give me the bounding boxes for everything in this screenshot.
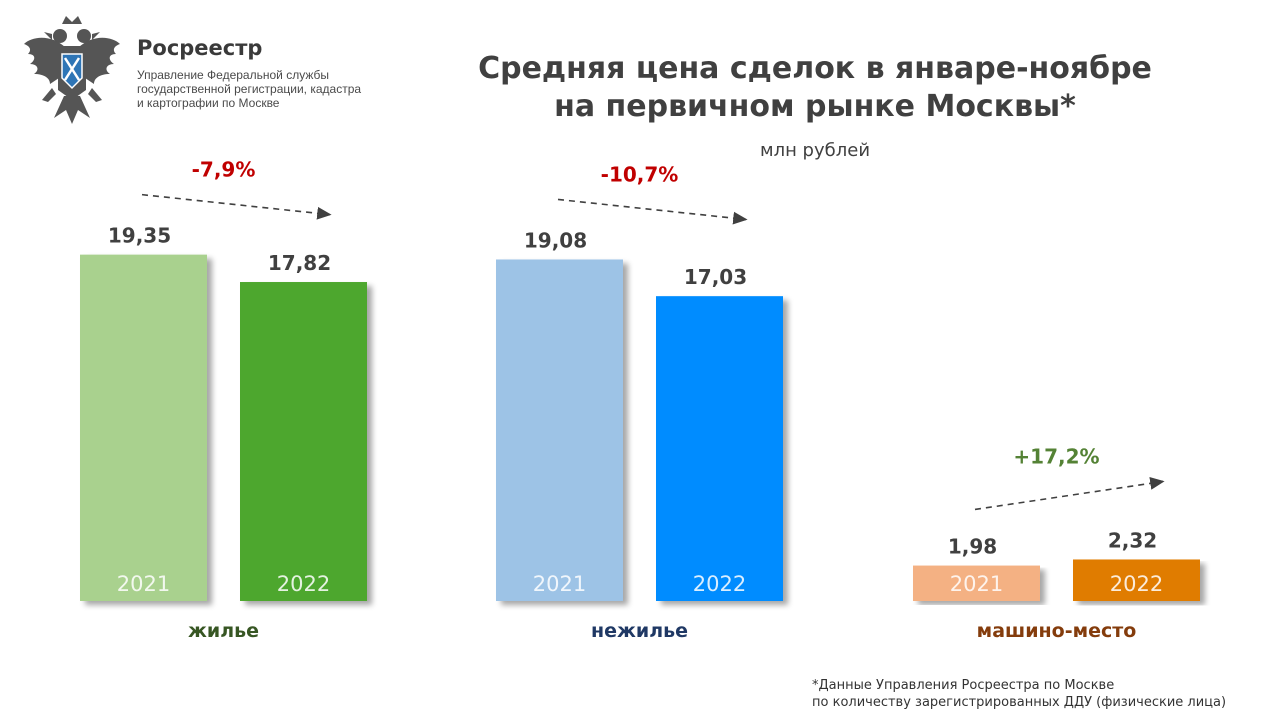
bar-value-label: 1,98 [948,535,997,559]
change-percent-label: +17,2% [1013,444,1099,468]
chart-title-line-2: на первичном рынке Москвы* [554,89,1076,124]
chart-title: Средняя цена сделок в январе-ноябре на п… [460,50,1170,126]
bar-value-label: 17,82 [268,251,331,275]
bar-жилье-2021 [80,254,207,601]
bar-value-label: 2,32 [1108,528,1157,552]
trend-arrow [557,198,748,225]
bar-year-label: 2021 [533,572,586,596]
bar-value-label: 19,08 [524,228,587,252]
change-percent-label: -7,9% [192,158,256,182]
chart-unit-label: млн рублей [759,140,871,161]
org-name: Росреестр [137,36,263,60]
bar-year-label: 2021 [950,572,1003,596]
footnote: *Данные Управления Росреестра по Москве … [812,677,1272,711]
org-subtitle: Управление Федеральной службы государств… [137,68,362,110]
footnote-line-1: *Данные Управления Росреестра по Москве [812,678,1115,693]
bar-машино-место-2022 [1073,559,1200,601]
category-label: машино-место [977,620,1137,642]
bar-нежилье-2022 [656,296,783,601]
bar-value-label: 19,35 [108,224,171,248]
category-label: жилье [188,620,259,642]
bar-машино-место-2021 [913,565,1040,601]
bar-жилье-2022 [240,282,367,601]
footnote-line-2: по количеству зарегистрированных ДДУ (фи… [812,695,1227,710]
chart-title-line-1: Средняя цена сделок в январе-ноябре [478,51,1152,86]
change-percent-label: -10,7% [601,162,679,186]
trend-arrow [141,193,332,220]
bar-year-label: 2022 [1110,572,1163,596]
eagle-emblem-icon [24,16,120,124]
bar-нежилье-2021 [496,259,623,601]
bar-year-label: 2022 [693,572,746,596]
bar-value-label: 17,03 [684,265,747,289]
category-label: нежилье [591,620,688,642]
bar-year-label: 2021 [117,572,170,596]
trend-arrow [974,477,1165,511]
bar-year-label: 2022 [277,572,330,596]
